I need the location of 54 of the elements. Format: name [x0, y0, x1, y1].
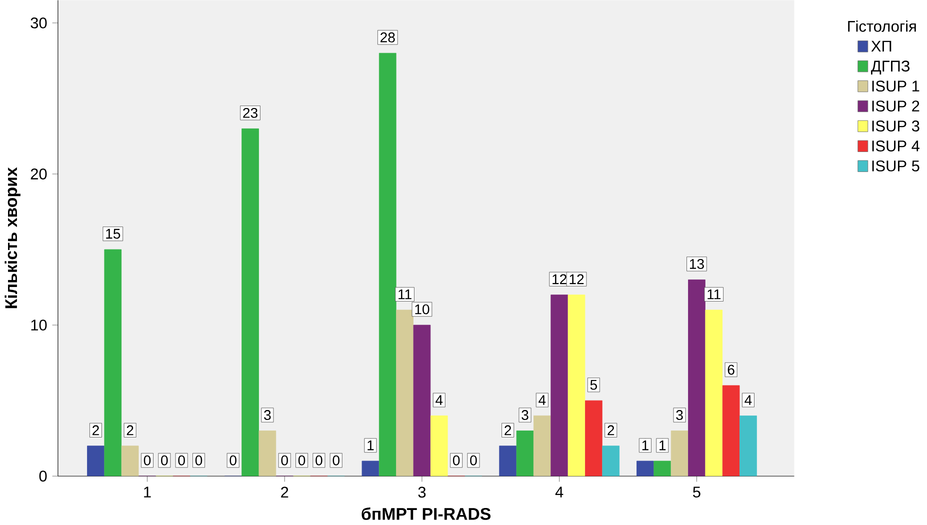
data-label: 4 [436, 395, 443, 406]
y-tick-label: 20 [30, 168, 47, 180]
legend-title: Гістологія [848, 20, 916, 32]
data-label: 0 [195, 456, 202, 466]
y-tick-label: 30 [30, 18, 47, 29]
y-tick-label: 10 [31, 320, 47, 331]
x-tick-label: 4 [555, 486, 564, 498]
data-label: 3 [264, 410, 271, 420]
legend-label: ISUP 4 [872, 140, 920, 152]
data-label: 0 [298, 456, 306, 466]
data-label: 15 [106, 229, 120, 239]
x-tick-label: 2 [281, 486, 288, 498]
data-label: 0 [316, 456, 322, 466]
data-label: 0 [178, 456, 185, 466]
legend-label: ДГПЗ [871, 60, 910, 75]
x-tick-label: 5 [693, 486, 700, 498]
x-axis-title: бпМРТ PI-RADS [362, 508, 491, 520]
data-label: 23 [243, 108, 258, 118]
data-label: 10 [415, 304, 430, 314]
y-axis-title: Кількість хворих [4, 168, 20, 308]
data-label: 1 [368, 440, 374, 450]
data-label: 12 [552, 274, 566, 284]
data-label: 1 [642, 440, 648, 450]
legend-label: ISUP 1 [872, 80, 920, 92]
data-label: 5 [590, 380, 598, 390]
data-label: 1 [660, 440, 666, 450]
data-label: 3 [676, 410, 683, 420]
y-tick-label: 0 [39, 470, 47, 482]
data-label: 2 [504, 426, 512, 436]
data-label: 0 [230, 456, 236, 466]
data-label: 3 [522, 410, 528, 420]
x-tick-label: 3 [418, 486, 426, 498]
data-label: 0 [144, 456, 151, 466]
data-label: 0 [452, 456, 460, 466]
data-label: 2 [608, 426, 614, 436]
data-label: 12 [570, 274, 584, 284]
data-label: 28 [380, 32, 395, 43]
data-label: 2 [126, 426, 134, 436]
legend-label: ХП [871, 41, 892, 52]
data-label: 0 [161, 456, 168, 466]
data-label: 13 [690, 259, 704, 270]
data-label: 0 [281, 456, 288, 466]
legend-label: ISUP 3 [872, 120, 920, 132]
data-label: 11 [708, 290, 721, 300]
data-label: 4 [538, 395, 546, 406]
data-label: 0 [332, 456, 340, 466]
data-label: 0 [470, 456, 477, 466]
legend-label: ISUP 2 [872, 100, 920, 112]
data-label: 2 [92, 426, 99, 436]
x-tick-label: 1 [144, 486, 151, 498]
data-label: 6 [728, 364, 734, 375]
data-label: 11 [398, 290, 412, 300]
data-label: 4 [744, 395, 752, 406]
legend-label: ISUP 5 [872, 160, 920, 172]
